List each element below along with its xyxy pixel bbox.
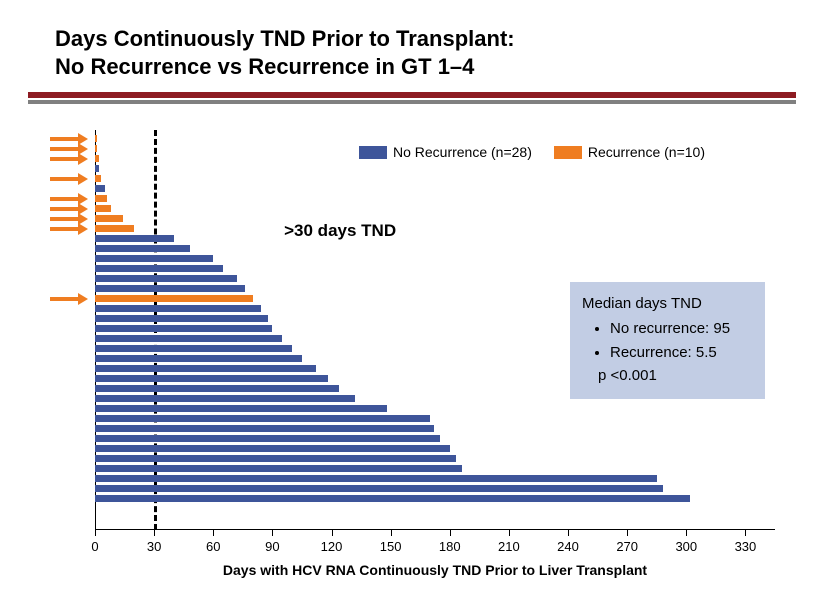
- bar: [95, 245, 190, 252]
- x-tick: [745, 530, 746, 536]
- legend-swatch-recurrence: [554, 146, 582, 159]
- bar: [95, 415, 430, 422]
- x-tick-label: 150: [380, 539, 402, 554]
- divider-gray: [28, 100, 796, 104]
- stats-box: Median days TND No recurrence: 95 Recurr…: [570, 282, 765, 399]
- x-tick-label: 330: [735, 539, 757, 554]
- x-tick: [391, 530, 392, 536]
- legend: No Recurrence (n=28) Recurrence (n=10): [359, 144, 705, 160]
- bar: [95, 435, 440, 442]
- bar: [95, 325, 272, 332]
- legend-label-no-recurrence: No Recurrence (n=28): [393, 144, 532, 160]
- chart-area: No Recurrence (n=28) Recurrence (n=10) >…: [50, 130, 790, 570]
- bar: [95, 175, 101, 182]
- bar: [95, 355, 302, 362]
- bar: [95, 255, 213, 262]
- bar: [95, 385, 339, 392]
- x-tick-label: 240: [557, 539, 579, 554]
- legend-label-recurrence: Recurrence (n=10): [588, 144, 705, 160]
- bar: [95, 445, 450, 452]
- bar: [95, 475, 657, 482]
- bar: [95, 345, 292, 352]
- bar: [95, 165, 99, 172]
- bar: [95, 365, 316, 372]
- x-tick-label: 210: [498, 539, 520, 554]
- x-tick-label: 30: [147, 539, 161, 554]
- bar: [95, 495, 690, 502]
- bar: [95, 395, 355, 402]
- legend-item-no-recurrence: No Recurrence (n=28): [359, 144, 532, 160]
- bar: [95, 485, 663, 492]
- bar: [95, 275, 237, 282]
- bar: [95, 335, 282, 342]
- title-line-2: No Recurrence vs Recurrence in GT 1–4: [55, 53, 824, 81]
- arrow-icon: [50, 223, 88, 235]
- bar: [95, 185, 105, 192]
- bar: [95, 265, 223, 272]
- bar: [95, 215, 123, 222]
- stats-recurrence: Recurrence: 5.5: [610, 341, 753, 364]
- title-line-1: Days Continuously TND Prior to Transplan…: [55, 25, 824, 53]
- x-tick-label: 270: [616, 539, 638, 554]
- bar: [95, 315, 268, 322]
- legend-item-recurrence: Recurrence (n=10): [554, 144, 705, 160]
- x-tick-label: 0: [91, 539, 98, 554]
- x-tick-label: 60: [206, 539, 220, 554]
- divider-red: [28, 92, 796, 98]
- x-tick: [272, 530, 273, 536]
- bar: [95, 455, 456, 462]
- bar: [95, 145, 97, 152]
- arrow-icon: [50, 153, 88, 165]
- bar: [95, 465, 462, 472]
- x-tick: [213, 530, 214, 536]
- plot-area: No Recurrence (n=28) Recurrence (n=10) >…: [95, 130, 775, 530]
- bar: [95, 375, 328, 382]
- x-tick: [154, 530, 155, 536]
- bar: [95, 305, 261, 312]
- x-tick: [686, 530, 687, 536]
- bar: [95, 155, 99, 162]
- chart-title: Days Continuously TND Prior to Transplan…: [0, 0, 824, 80]
- annotation-30-days: >30 days TND: [284, 221, 396, 241]
- x-tick-label: 120: [321, 539, 343, 554]
- x-axis-label: Days with HCV RNA Continuously TND Prior…: [95, 562, 775, 578]
- x-tick: [568, 530, 569, 536]
- x-tick-label: 90: [265, 539, 279, 554]
- bar: [95, 285, 245, 292]
- stats-title: Median days TND: [582, 292, 753, 315]
- bar: [95, 405, 387, 412]
- stats-no-recurrence: No recurrence: 95: [610, 317, 753, 340]
- bar: [95, 135, 97, 142]
- x-tick-label: 180: [439, 539, 461, 554]
- legend-swatch-no-recurrence: [359, 146, 387, 159]
- stats-pvalue: p <0.001: [582, 364, 753, 387]
- x-tick-label: 300: [675, 539, 697, 554]
- x-axis: [95, 529, 775, 530]
- bar: [95, 295, 253, 302]
- arrow-icon: [50, 293, 88, 305]
- x-tick: [95, 530, 96, 536]
- x-tick: [332, 530, 333, 536]
- x-tick: [509, 530, 510, 536]
- x-tick: [627, 530, 628, 536]
- bar: [95, 235, 174, 242]
- x-tick: [450, 530, 451, 536]
- arrow-icon: [50, 173, 88, 185]
- bar: [95, 205, 111, 212]
- bar: [95, 225, 134, 232]
- bar: [95, 425, 434, 432]
- bar: [95, 195, 107, 202]
